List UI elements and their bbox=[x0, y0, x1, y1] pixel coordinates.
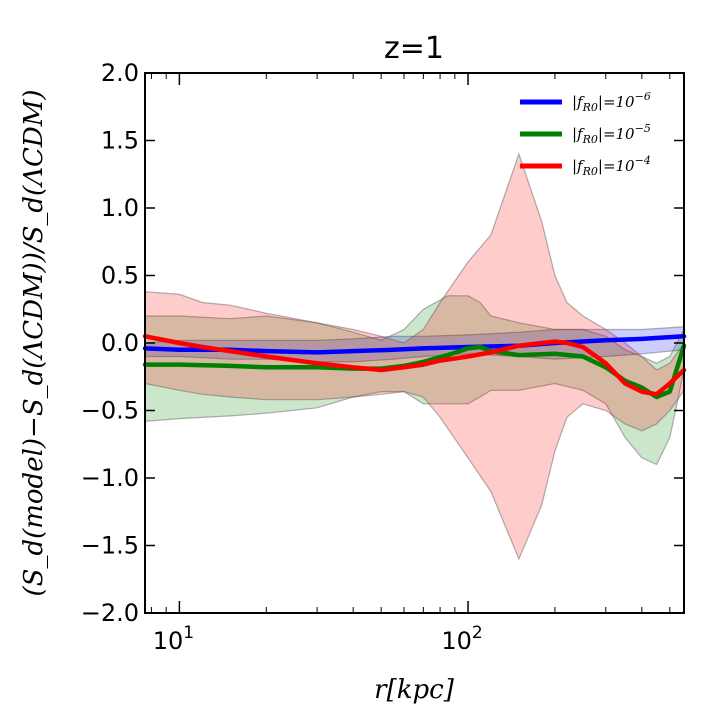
legend-label-1: |fR0|=10−5 bbox=[572, 122, 651, 146]
y-tick-label: −1.0 bbox=[81, 464, 139, 492]
confidence-bands bbox=[144, 152, 685, 561]
axis-ticks: 2.0 1.5 1.0 0.5 0.0 −0.5 −1.0 −1.5 −2.0 101 102 bbox=[81, 59, 684, 655]
legend: |fR0|=10−6 |fR0|=10−5 |fR0|=10−4 bbox=[520, 90, 651, 178]
y-tick-label: −1.5 bbox=[81, 532, 139, 560]
y-tick-label: 2.0 bbox=[101, 59, 139, 87]
series-lines bbox=[142, 334, 687, 400]
line-series-1 bbox=[142, 343, 687, 400]
x-tick-label: 102 bbox=[441, 623, 482, 655]
y-tick-label: 1.0 bbox=[101, 194, 139, 222]
y-tick-label: 1.5 bbox=[101, 127, 139, 155]
chart-title: z=1 bbox=[384, 31, 444, 66]
y-tick-label: −0.5 bbox=[81, 397, 139, 425]
x-axis-label: r[kpc] bbox=[374, 675, 455, 705]
y-axis-label: (S_d(model)−S_d(ΛCDM))/S_d(ΛCDM) bbox=[19, 90, 49, 597]
y-tick-label: 0.5 bbox=[101, 262, 139, 290]
y-tick-label: 0.0 bbox=[101, 329, 139, 357]
line-series-2 bbox=[142, 334, 687, 397]
legend-label-2: |fR0|=10−4 bbox=[572, 154, 651, 178]
y-tick-label: −2.0 bbox=[81, 599, 139, 627]
x-tick-label: 101 bbox=[153, 623, 194, 655]
band-series-2 bbox=[144, 152, 685, 561]
legend-label-0: |fR0|=10−6 bbox=[572, 90, 651, 114]
